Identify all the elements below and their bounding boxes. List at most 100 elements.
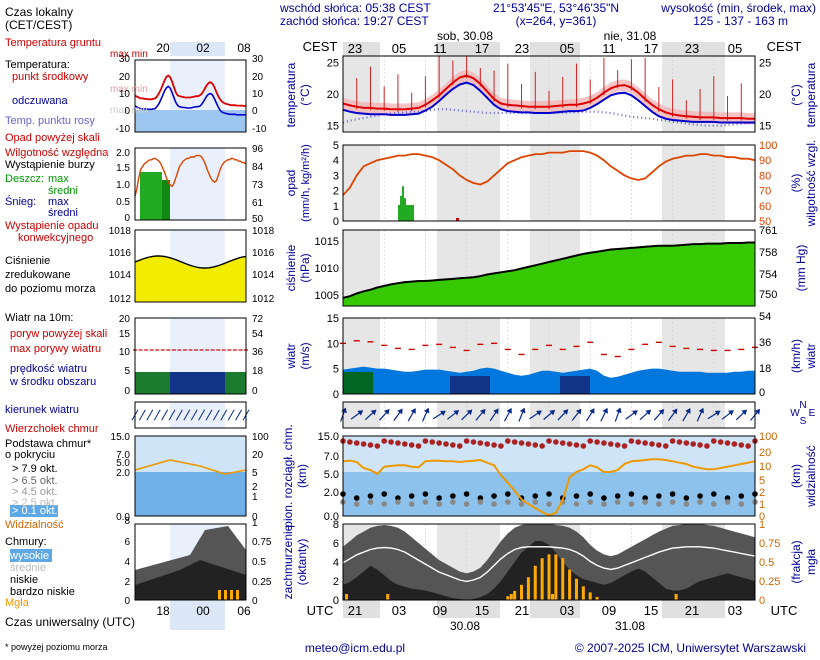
small-tick-right: 1014	[252, 270, 275, 281]
small-tick-left: 5.0	[116, 458, 130, 469]
cloud-top-dot	[717, 439, 724, 445]
cloud-top-dot	[463, 438, 470, 444]
small-bottom-hour: 18	[156, 604, 170, 618]
temp-axis-label: temperatura	[284, 62, 298, 127]
cloud-top-dot	[388, 439, 394, 445]
legend-label: Wystąpienie burzy	[5, 159, 95, 171]
wind-arrow	[557, 409, 569, 421]
bottom-hour-tick: 03	[560, 603, 574, 618]
fog-bar	[533, 565, 537, 600]
legend-label: Widzialność	[5, 519, 64, 531]
wind-arrow-head	[341, 407, 347, 414]
cloud-axis-label: pion. rozciągł. chm.	[281, 424, 295, 527]
frame-press	[342, 229, 756, 307]
cloud-base-dot	[505, 491, 511, 497]
night-band	[343, 145, 380, 221]
cloud-top-dot	[505, 438, 511, 444]
bottom-hour-tick: 21	[515, 603, 529, 618]
wind-dark-block	[560, 376, 590, 394]
top-hour-tick: 17	[644, 41, 658, 56]
small-tick-right: 54	[252, 329, 264, 340]
wind-arrow-head	[698, 407, 705, 414]
footer-band	[662, 600, 725, 618]
cloud-base-dot-light	[587, 499, 593, 505]
wind-arrow-head	[466, 409, 473, 416]
small-dew-band	[135, 110, 246, 132]
small-tick-left: 2.0	[116, 148, 130, 159]
wind-axis-label: wiatr	[284, 343, 298, 369]
cloud-base-dot	[669, 491, 676, 497]
footer-band	[437, 600, 500, 618]
cloud-base-dot	[381, 491, 388, 497]
top-hour-tick: 23	[685, 41, 699, 56]
wind-arrow	[518, 407, 526, 422]
cloud-top-dot	[484, 441, 491, 447]
small-tick-left: 0.5	[116, 197, 130, 208]
cloud-top-dot	[656, 442, 662, 448]
fog-bar	[547, 554, 551, 600]
small-tick-right: 36	[252, 347, 264, 358]
pressure-tick: 1005	[315, 290, 339, 302]
small-tick-left: 4	[124, 557, 130, 568]
cloud-base-dot	[642, 495, 648, 501]
wind-arrow	[364, 409, 377, 421]
cloud-top-dot	[395, 440, 401, 446]
cloud-base-dot-light	[738, 501, 745, 507]
small-frame-press	[134, 229, 247, 303]
wind-arrow-head	[440, 410, 446, 416]
temp-axis-unit: (°C)	[298, 84, 312, 105]
legend-label: w środku obszaru	[9, 376, 96, 388]
precip-axis-label: opad	[284, 170, 298, 197]
small-wind-arrow	[183, 409, 191, 421]
legend-time-local: Czas lokalny	[5, 5, 73, 19]
cloud-top-dot	[402, 441, 408, 447]
small-frame-cover	[134, 523, 247, 601]
cloud-top-dot	[704, 443, 710, 449]
small-top-hour: 20	[156, 41, 170, 55]
cloud-base-dot	[587, 491, 593, 497]
small-wind-arrow	[227, 409, 235, 421]
visibility-tick: 10	[759, 461, 771, 473]
small-fog-bar	[236, 590, 239, 600]
cloud-base-dot-light	[697, 499, 703, 505]
cloud-top-dot	[553, 439, 559, 445]
wind-arrow-head	[357, 410, 364, 416]
precip-tick: 2	[333, 186, 339, 198]
precip-bar	[402, 186, 404, 221]
wind-arrow-head	[562, 409, 569, 415]
small-tick-left: 2	[124, 577, 130, 588]
wind-arrow-head	[602, 407, 608, 414]
small-temp-line	[134, 74, 246, 107]
legend-label: > 7.9 okt.	[12, 463, 58, 475]
top-hour-tick: 11	[433, 41, 447, 56]
wind-arrow-head	[589, 408, 595, 415]
small-tick-left: 20	[119, 72, 131, 83]
cloud-top-dot	[662, 443, 669, 449]
precip-mark	[456, 218, 459, 221]
cloud-km-tick: 7.0	[324, 451, 339, 463]
legend-label: Opad powyżej skali	[5, 132, 100, 144]
small-tick-right: 0	[252, 386, 258, 397]
humidity-tick: 60	[759, 201, 771, 213]
temp-axis-label-right: temperatura	[804, 62, 818, 127]
precip-tick: 3	[333, 170, 339, 182]
cloud-base-dot	[724, 495, 731, 501]
compass-letter: N	[799, 400, 806, 411]
small-tick-left: 1.5	[116, 163, 130, 174]
cloud-base-dot-light	[353, 501, 360, 507]
cloud-base-dot	[573, 493, 580, 499]
frame-dir	[342, 401, 756, 429]
small-bottom-hour: 06	[237, 604, 251, 618]
legend-label: Chmury:	[5, 536, 47, 548]
small-tick-left: 1012	[109, 294, 132, 305]
small-tick-left: 15	[119, 329, 131, 340]
wind-arrow	[571, 408, 582, 421]
utc-label-right: UTC	[771, 603, 798, 618]
cloud-km-tick: 0.0	[324, 511, 339, 523]
cloud-top-dot	[347, 439, 353, 445]
precip-tick: 0	[333, 216, 339, 228]
small-tick-left: 10	[119, 347, 131, 358]
cloud-top-dot	[477, 440, 484, 446]
cloud-base-dot	[408, 493, 415, 499]
small-tick-right: 50	[252, 214, 264, 225]
